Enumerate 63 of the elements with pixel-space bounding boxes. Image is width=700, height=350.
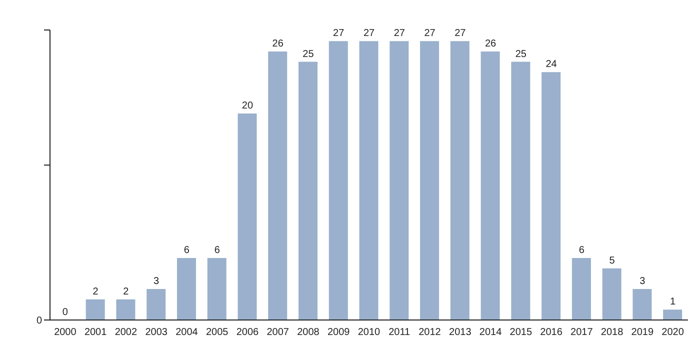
data-label: 26 <box>484 38 497 50</box>
data-label: 27 <box>454 28 466 40</box>
bar <box>632 289 652 320</box>
bar <box>602 268 622 320</box>
bar <box>328 41 348 320</box>
bar <box>238 113 257 320</box>
bar <box>116 299 136 320</box>
x-tick-label: 2013 <box>449 327 472 338</box>
x-tick-label: 2016 <box>540 327 563 338</box>
data-label: 6 <box>214 245 220 256</box>
x-tick-label: 2000 <box>54 327 77 338</box>
bar <box>359 41 378 320</box>
data-label: 6 <box>184 245 190 256</box>
x-tick-label: 2008 <box>297 327 320 338</box>
bar <box>298 62 318 320</box>
data-label: 26 <box>272 38 284 50</box>
data-label: 3 <box>154 276 160 288</box>
data-label: 24 <box>546 59 558 70</box>
x-tick-label: 2014 <box>479 327 502 338</box>
bar <box>268 51 288 320</box>
x-tick-label: 2015 <box>510 327 532 338</box>
x-tick-label: 2018 <box>600 327 624 338</box>
data-label: 27 <box>424 28 436 40</box>
bar <box>480 51 500 320</box>
x-tick-label: 2020 <box>662 327 684 338</box>
data-label: 5 <box>609 255 616 266</box>
bar <box>420 41 440 320</box>
bar <box>450 41 470 320</box>
data-label: 0 <box>62 307 68 318</box>
bar <box>390 41 409 320</box>
bar <box>572 258 591 320</box>
x-tick-label: 2004 <box>176 327 198 338</box>
data-label: 27 <box>363 28 375 40</box>
x-tick-label: 2019 <box>631 327 654 338</box>
bar <box>511 62 530 320</box>
data-label: 1 <box>670 296 676 308</box>
x-tick-label: 2007 <box>266 327 290 338</box>
bar <box>86 299 105 320</box>
bar <box>207 258 226 320</box>
x-tick-label: 2003 <box>145 327 168 338</box>
x-tick-label: 2006 <box>236 327 260 338</box>
data-label: 25 <box>302 48 314 60</box>
bar <box>542 72 561 320</box>
data-label: 2 <box>92 286 99 298</box>
data-label: 2 <box>123 286 130 298</box>
x-tick-label: 2002 <box>114 327 138 338</box>
x-tick-label: 2017 <box>570 327 594 338</box>
x-tick-label: 2011 <box>388 327 411 338</box>
x-tick-label: 2012 <box>418 327 442 338</box>
bar <box>663 310 682 320</box>
text: 0 <box>36 316 42 327</box>
bar <box>176 258 196 320</box>
data-label: 6 <box>578 245 585 256</box>
data-label: 27 <box>333 28 345 40</box>
x-tick-label: 2010 <box>358 327 381 338</box>
data-label: 3 <box>640 276 646 288</box>
bar <box>146 289 166 320</box>
x-tick-label: 2005 <box>206 327 229 338</box>
x-tick-label: 2001 <box>84 327 108 338</box>
data-label: 20 <box>242 100 254 112</box>
data-label: 25 <box>515 48 527 60</box>
data-label: 27 <box>394 28 406 40</box>
x-tick-label: 2009 <box>327 327 350 338</box>
